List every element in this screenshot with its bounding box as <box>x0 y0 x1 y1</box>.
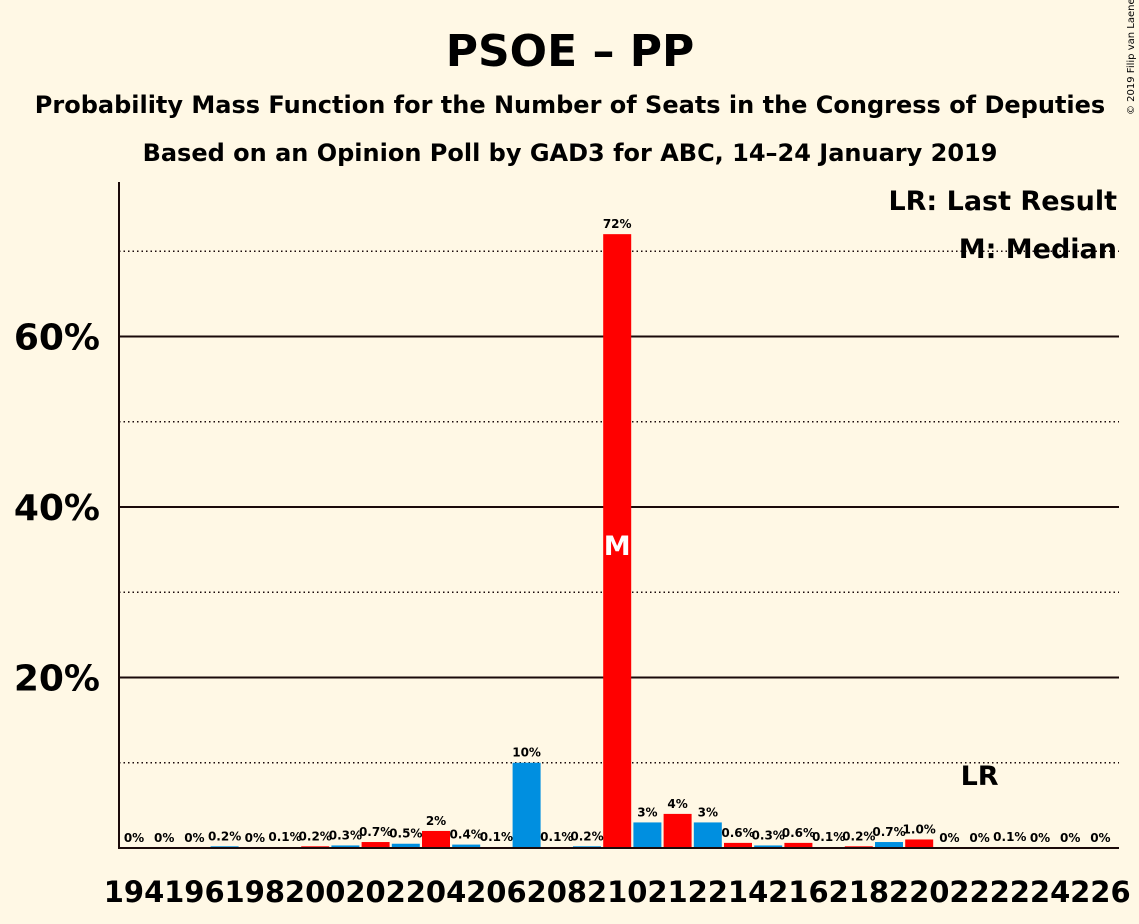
bar-value-label: 1.0% <box>903 822 936 836</box>
bar-value-label: 10% <box>512 746 541 760</box>
chart-subtitle-2: Based on an Opinion Poll by GAD3 for ABC… <box>143 139 998 167</box>
bar-201 <box>331 845 360 848</box>
bar-value-label: 0% <box>245 831 265 845</box>
bar-212 <box>663 813 692 848</box>
bar-215 <box>754 845 783 848</box>
bar-value-label: 0.5% <box>389 827 422 841</box>
bar-value-label: 0.7% <box>359 825 392 839</box>
x-tick-label: 198 <box>225 875 286 909</box>
x-tick-label: 210 <box>587 875 648 909</box>
x-tick-label: 206 <box>466 875 527 909</box>
y-tick-labels: 20% 40% 60% <box>14 317 100 699</box>
bar-value-label: 0.1% <box>812 830 845 844</box>
bar-216 <box>784 842 813 848</box>
bar-205 <box>452 844 481 848</box>
x-tick-label: 200 <box>285 875 346 909</box>
median-marker: M <box>604 531 631 562</box>
bar-219 <box>875 842 903 848</box>
bar-value-label: 0.1% <box>993 830 1026 844</box>
bar-value-label: 0% <box>1060 831 1080 845</box>
bar-220 <box>905 839 934 848</box>
x-tick-labels: 194 196 198 200 202 204 206 208 210 212 214 216 218 2… <box>104 875 1131 909</box>
x-tick-label: 194 <box>104 875 165 909</box>
y-tick-label: 20% <box>14 658 100 699</box>
bar-value-label: 3% <box>698 805 718 819</box>
bar-value-label: 0.6% <box>721 826 754 840</box>
bar-value-label: 0.2% <box>570 829 603 843</box>
bar-value-label: 0.2% <box>299 829 332 843</box>
x-tick-label: 208 <box>527 875 588 909</box>
x-tick-label: 224 <box>1010 875 1071 909</box>
bar-group <box>210 234 1024 849</box>
y-tick-label: 40% <box>14 488 100 529</box>
bar-value-label: 0% <box>124 831 144 845</box>
copyright-notice: © 2019 Filip van Laenen <box>1126 0 1137 115</box>
x-tick-label: 222 <box>949 875 1010 909</box>
bar-210 <box>603 234 632 849</box>
bar-value-label: 0% <box>1030 831 1050 845</box>
bar-value-label: 72% <box>603 217 632 231</box>
bar-211 <box>633 822 662 848</box>
x-tick-label: 226 <box>1070 875 1131 909</box>
bar-202 <box>361 842 390 848</box>
bar-value-label: 0% <box>184 831 204 845</box>
bar-value-label: 4% <box>667 797 687 811</box>
legend-last-result: LR: Last Result <box>888 186 1117 217</box>
bar-label-group: 0% 0% 0% 0.2% 0% 0.1%0.2%0.3%0.7%0.5%2%0.4%0.… <box>124 217 1111 845</box>
bar-value-label: 0.2% <box>208 829 241 843</box>
bar-value-label: 0% <box>939 831 959 845</box>
bar-value-label: 3% <box>637 805 657 819</box>
legend-median: M: Median <box>959 234 1117 265</box>
marker-group: M LR <box>604 531 999 792</box>
bar-value-label: 0.1% <box>480 830 513 844</box>
bar-value-label: 0% <box>1090 831 1110 845</box>
x-tick-label: 202 <box>345 875 406 909</box>
bar-value-label: 0.2% <box>842 829 875 843</box>
chart-title: PSOE – PP <box>446 26 695 77</box>
bar-value-label: 0.3% <box>752 828 785 842</box>
x-tick-label: 220 <box>889 875 950 909</box>
bar-204 <box>422 830 450 848</box>
x-tick-label: 214 <box>708 875 769 909</box>
bar-value-label: 0.1% <box>268 830 301 844</box>
bar-207 <box>512 762 541 848</box>
bar-214 <box>724 842 752 848</box>
bar-value-label: 0.4% <box>450 828 483 842</box>
bar-value-label: 0.3% <box>329 828 362 842</box>
bar-213 <box>693 822 722 848</box>
x-tick-label: 212 <box>647 875 708 909</box>
x-tick-label: 196 <box>164 875 225 909</box>
x-tick-label: 218 <box>829 875 890 909</box>
bar-value-label: 0.7% <box>872 825 905 839</box>
y-tick-label: 60% <box>14 317 100 358</box>
x-tick-label: 216 <box>768 875 829 909</box>
bar-203 <box>391 843 420 848</box>
bar-value-label: 0% <box>969 831 989 845</box>
last-result-marker: LR <box>961 761 999 792</box>
bar-value-label: 0.6% <box>782 826 815 840</box>
bar-value-label: 2% <box>426 814 446 828</box>
x-tick-label: 204 <box>406 875 467 909</box>
chart-subtitle-1: Probability Mass Function for the Number… <box>35 91 1105 119</box>
bar-value-label: 0.1% <box>540 830 573 844</box>
bar-value-label: 0% <box>154 831 174 845</box>
